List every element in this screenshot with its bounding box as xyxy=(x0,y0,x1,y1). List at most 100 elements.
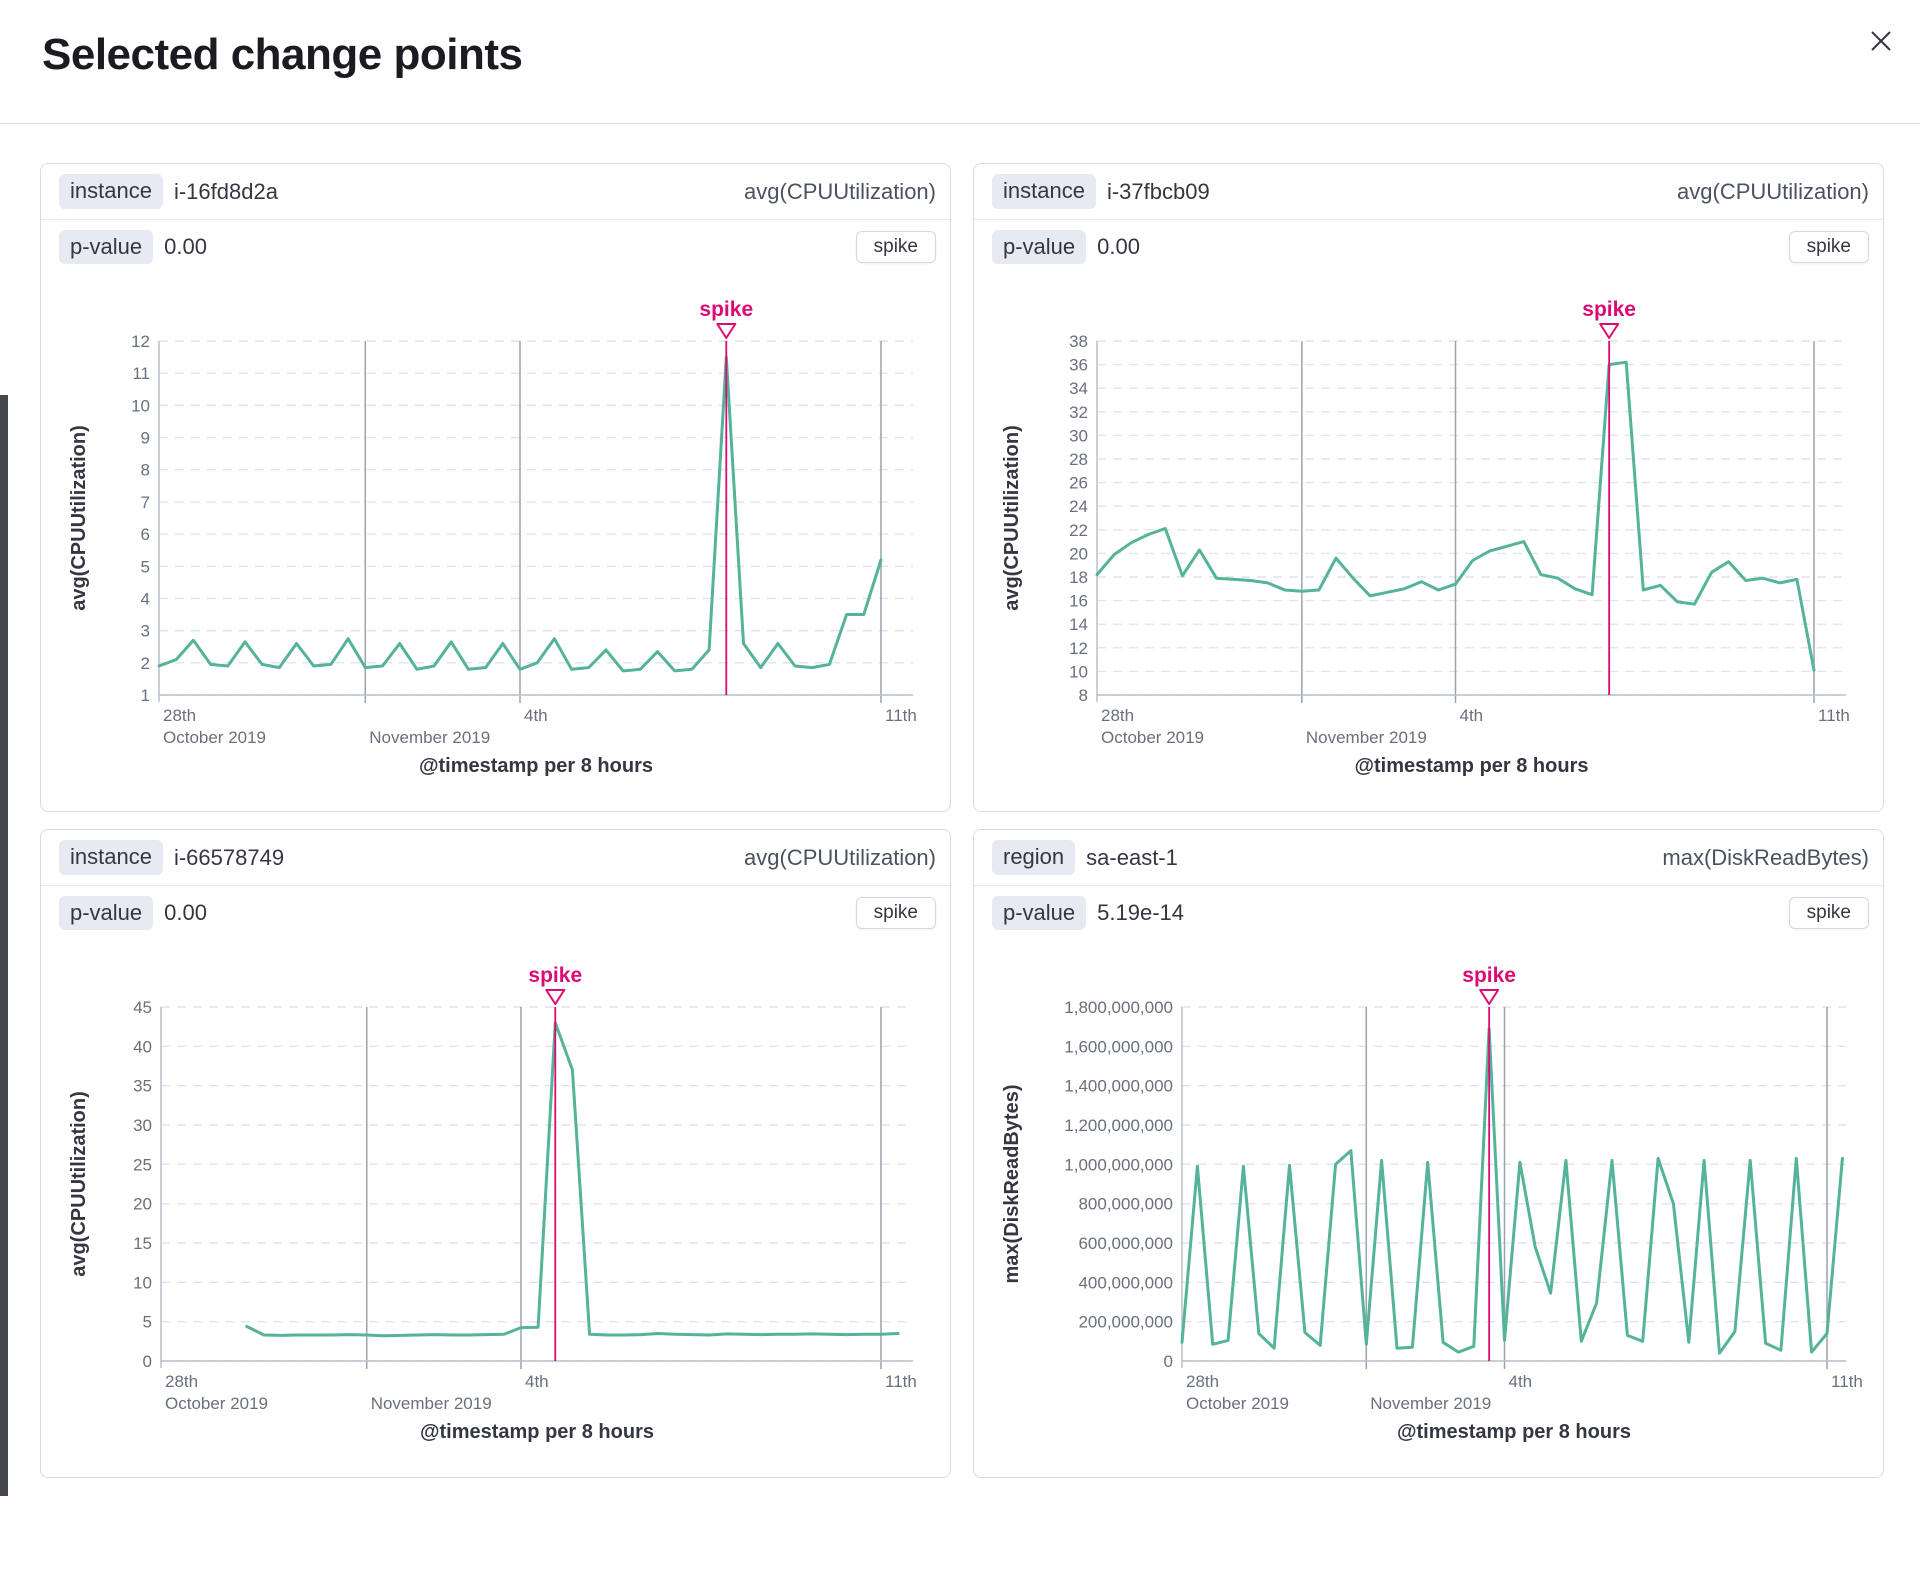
p-value-badge: p-value xyxy=(59,895,154,931)
metric-label: avg(CPUUtilization) xyxy=(744,178,936,204)
y-tick-label: 0 xyxy=(143,1352,152,1371)
y-tick-label: 200,000,000 xyxy=(1078,1313,1173,1332)
y-tick-label: 28 xyxy=(1069,450,1088,469)
y-tick-label: 45 xyxy=(133,998,152,1017)
y-tick-label: 4 xyxy=(141,589,150,608)
p-value: 5.19e-14 xyxy=(1097,900,1185,925)
flyout-close-button[interactable] xyxy=(1864,24,1898,58)
y-tick-label: 8 xyxy=(141,461,150,480)
x-axis-title: @timestamp per 8 hours xyxy=(420,1421,654,1443)
x-tick-label: 28th xyxy=(163,706,196,725)
y-tick-label: 40 xyxy=(133,1037,152,1056)
x-axis-title: @timestamp per 8 hours xyxy=(419,755,653,777)
split-field-value: i-16fd8d2a xyxy=(173,178,278,204)
y-tick-label: 10 xyxy=(133,1273,152,1292)
y-tick-label: 2 xyxy=(141,654,150,673)
x-tick-label: November 2019 xyxy=(1306,728,1427,747)
y-tick-label: 5 xyxy=(141,557,150,576)
y-tick-label: 800,000,000 xyxy=(1078,1195,1173,1214)
y-tick-label: 3 xyxy=(141,622,150,641)
spike-type-button[interactable]: spike xyxy=(855,231,936,263)
split-field-badge: region xyxy=(992,840,1076,875)
p-value-badge: p-value xyxy=(59,229,154,265)
split-field-badge: instance xyxy=(59,174,163,209)
y-tick-label: 25 xyxy=(133,1155,152,1174)
y-tick-label: 5 xyxy=(143,1313,152,1332)
metric-label: max(DiskReadBytes) xyxy=(1662,844,1869,870)
y-tick-label: 12 xyxy=(1069,639,1088,658)
panel-subheader-row: p-value 0.00 spike xyxy=(974,220,1883,274)
change-point-chart[interactable]: 1 2 3 4 5 6 7 8 9 10 11 12 28th October 2019 November … xyxy=(41,280,950,790)
x-axis-title: @timestamp per 8 hours xyxy=(1397,1421,1631,1443)
x-tick-label: October 2019 xyxy=(165,1394,268,1413)
spike-type-button[interactable]: spike xyxy=(1788,897,1869,929)
change-point-panel: instance i-66578749 avg(CPUUtilization) … xyxy=(40,829,951,1478)
panel-header-row: region sa-east-1 max(DiskReadBytes) xyxy=(974,830,1883,886)
change-point-panel: instance i-37fbcb09 avg(CPUUtilization) … xyxy=(973,163,1884,812)
x-tick-label: October 2019 xyxy=(1101,728,1204,747)
spike-annotation-label: spike xyxy=(1582,298,1636,321)
change-point-chart[interactable]: 0 200,000,000 400,000,000 600,000,000 800,00… xyxy=(974,946,1883,1456)
y-tick-label: 26 xyxy=(1069,474,1088,493)
split-field-badge: instance xyxy=(59,840,163,875)
x-tick-label: 4th xyxy=(1460,706,1484,725)
y-tick-label: 600,000,000 xyxy=(1078,1234,1173,1253)
y-tick-label: 9 xyxy=(141,429,150,448)
panel-header-row: instance i-16fd8d2a avg(CPUUtilization) xyxy=(41,164,950,220)
y-tick-label: 10 xyxy=(131,396,150,415)
y-tick-label: 1 xyxy=(141,686,150,705)
y-tick-label: 1,200,000,000 xyxy=(1064,1116,1173,1135)
y-tick-label: 30 xyxy=(133,1116,152,1135)
y-axis-title: avg(CPUUtilization) xyxy=(68,1091,90,1277)
p-value-badge: p-value xyxy=(992,229,1087,265)
p-value-badge: p-value xyxy=(992,895,1087,931)
change-point-panel: instance i-16fd8d2a avg(CPUUtilization) … xyxy=(40,163,951,812)
x-tick-label: November 2019 xyxy=(369,728,490,747)
x-tick-label: 28th xyxy=(165,1372,198,1391)
y-tick-label: 8 xyxy=(1079,686,1088,705)
spike-annotation-label: spike xyxy=(699,298,753,321)
y-tick-label: 38 xyxy=(1069,332,1088,351)
y-tick-label: 32 xyxy=(1069,403,1088,422)
y-axis-title: max(DiskReadBytes) xyxy=(1001,1085,1023,1284)
spike-marker-icon xyxy=(716,323,737,339)
flyout-header: Selected change points xyxy=(0,0,1920,124)
x-tick-label: 28th xyxy=(1101,706,1134,725)
y-tick-label: 1,000,000,000 xyxy=(1064,1155,1173,1174)
x-tick-label: 4th xyxy=(1509,1372,1533,1391)
change-point-chart[interactable]: 8 10 12 14 16 18 20 22 24 26 28 30 32 34 36 38 28th Octob… xyxy=(974,280,1883,790)
y-tick-label: 18 xyxy=(1069,568,1088,587)
split-field-value: i-66578749 xyxy=(173,844,285,870)
y-tick-label: 400,000,000 xyxy=(1078,1273,1173,1292)
panel-header-row: instance i-37fbcb09 avg(CPUUtilization) xyxy=(974,164,1883,220)
metric-label: avg(CPUUtilization) xyxy=(1677,178,1869,204)
y-tick-label: 34 xyxy=(1069,379,1088,398)
spike-marker-icon xyxy=(1479,989,1500,1005)
change-points-grid: instance i-16fd8d2a avg(CPUUtilization) … xyxy=(40,163,1884,1478)
split-field-value: sa-east-1 xyxy=(1086,844,1178,870)
spike-type-button[interactable]: spike xyxy=(1788,231,1869,263)
y-tick-label: 14 xyxy=(1069,615,1088,634)
y-tick-label: 30 xyxy=(1069,426,1088,445)
x-tick-label: 11th xyxy=(1831,1372,1863,1391)
x-tick-label: October 2019 xyxy=(163,728,266,747)
y-tick-label: 22 xyxy=(1069,521,1088,540)
p-value: 0.00 xyxy=(1097,234,1140,259)
y-tick-label: 1,600,000,000 xyxy=(1064,1037,1173,1056)
x-axis-title: @timestamp per 8 hours xyxy=(1354,755,1588,777)
spike-type-button[interactable]: spike xyxy=(855,897,936,929)
x-tick-label: November 2019 xyxy=(371,1394,492,1413)
panel-header-row: instance i-66578749 avg(CPUUtilization) xyxy=(41,830,950,886)
change-point-chart[interactable]: 0 5 10 15 20 25 30 35 40 45 28th October 2019 Novemb… xyxy=(41,946,950,1456)
y-axis-title: avg(CPUUtilization) xyxy=(1001,425,1023,611)
series-line xyxy=(157,355,883,673)
series-line xyxy=(1095,360,1816,672)
y-tick-label: 20 xyxy=(133,1195,152,1214)
y-tick-label: 10 xyxy=(1069,662,1088,681)
panel-subheader-row: p-value 0.00 spike xyxy=(41,886,950,940)
change-point-panel: region sa-east-1 max(DiskReadBytes) p-va… xyxy=(973,829,1884,1478)
spike-marker-icon xyxy=(1599,323,1620,339)
p-value: 0.00 xyxy=(164,234,207,259)
metric-label: avg(CPUUtilization) xyxy=(744,844,936,870)
spike-annotation-label: spike xyxy=(528,964,582,987)
